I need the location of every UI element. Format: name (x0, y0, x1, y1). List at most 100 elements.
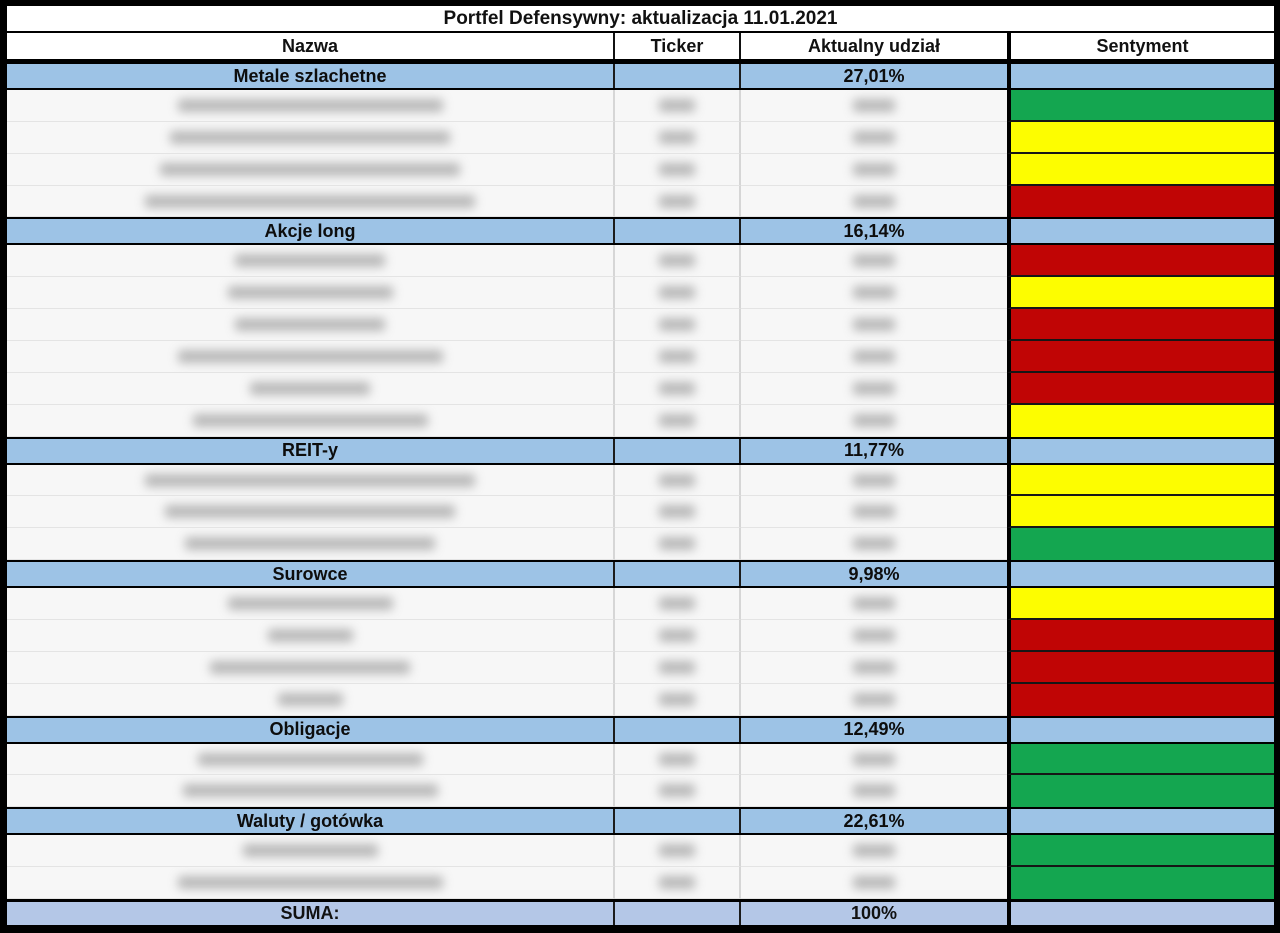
holding-share-cell[interactable] (741, 122, 1007, 154)
holding-ticker-cell[interactable] (615, 775, 741, 808)
section-ticker-cell[interactable] (615, 562, 741, 587)
sentiment-cell-yellow[interactable] (1007, 404, 1274, 437)
section-sentiment-cell[interactable] (1007, 438, 1274, 463)
holding-share-cell[interactable] (741, 186, 1007, 218)
holding-share-cell[interactable] (741, 684, 1007, 716)
sentiment-cell-green[interactable] (1007, 528, 1274, 561)
holding-name-cell[interactable] (7, 372, 615, 405)
section-share-cell[interactable]: 12,49% (843, 719, 905, 740)
holding-name-cell[interactable] (7, 341, 615, 373)
holding-ticker-cell[interactable] (615, 867, 741, 900)
holding-share-cell[interactable] (741, 528, 1007, 561)
holding-share-cell[interactable] (741, 867, 1007, 900)
column-header-nazwa[interactable]: Nazwa (7, 33, 615, 59)
section-ticker-cell[interactable] (615, 717, 741, 742)
holding-ticker-cell[interactable] (615, 153, 741, 186)
sentiment-cell-green[interactable] (1007, 867, 1274, 900)
section-share-cell[interactable]: 16,14% (843, 220, 905, 241)
sentiment-cell-green[interactable] (1007, 90, 1274, 122)
holding-name-cell[interactable] (7, 277, 615, 310)
holding-share-cell[interactable] (741, 309, 1007, 342)
section-sentiment-cell[interactable] (1007, 219, 1274, 244)
column-header-ticker[interactable]: Ticker (615, 33, 741, 59)
holding-share-cell[interactable] (741, 620, 1007, 652)
holding-share-cell[interactable] (741, 652, 1007, 684)
section-sentiment-cell[interactable] (1007, 562, 1274, 587)
section-share-cell[interactable]: 27,01% (843, 65, 905, 86)
sentiment-cell-yellow[interactable] (1007, 277, 1274, 310)
holding-name-cell[interactable] (7, 309, 615, 342)
section-name-cell[interactable]: Obligacje (7, 717, 615, 742)
section-ticker-cell[interactable] (615, 64, 741, 88)
sentiment-cell-green[interactable] (1007, 743, 1274, 776)
holding-name-cell[interactable] (7, 121, 615, 154)
sentiment-cell-yellow[interactable] (1007, 588, 1274, 621)
holding-share-cell[interactable] (741, 341, 1007, 373)
sentiment-cell-yellow[interactable] (1007, 121, 1274, 154)
sentiment-cell-green[interactable] (1007, 835, 1274, 868)
holding-share-cell[interactable] (741, 405, 1007, 437)
holding-name-cell[interactable] (7, 185, 615, 218)
section-sentiment-cell[interactable] (1007, 64, 1274, 88)
holding-ticker-cell[interactable] (615, 496, 741, 529)
holding-name-cell[interactable] (7, 528, 615, 561)
section-share-cell[interactable]: 22,61% (843, 810, 905, 831)
sentiment-cell-red[interactable] (1007, 245, 1274, 278)
section-name-cell[interactable]: REIT-y (7, 438, 615, 463)
suma-label-cell[interactable]: SUMA: (7, 902, 615, 926)
section-name-cell[interactable]: Metale szlachetne (7, 64, 615, 88)
holding-share-cell[interactable] (741, 154, 1007, 186)
holding-share-cell[interactable] (741, 373, 1007, 405)
holding-ticker-cell[interactable] (615, 528, 741, 561)
sentiment-cell-red[interactable] (1007, 372, 1274, 405)
sentiment-cell-green[interactable] (1007, 775, 1274, 808)
holding-ticker-cell[interactable] (615, 404, 741, 437)
column-header-sentyment[interactable]: Sentyment (1007, 33, 1274, 59)
holding-name-cell[interactable] (7, 620, 615, 652)
sentiment-cell-yellow[interactable] (1007, 496, 1274, 529)
holding-name-cell[interactable] (7, 775, 615, 808)
section-name-cell[interactable]: Akcje long (7, 219, 615, 244)
holding-share-cell[interactable] (741, 744, 1007, 776)
holding-share-cell[interactable] (741, 245, 1007, 278)
sentiment-cell-red[interactable] (1007, 341, 1274, 373)
sentiment-cell-red[interactable] (1007, 651, 1274, 684)
holding-share-cell[interactable] (741, 835, 1007, 868)
holding-ticker-cell[interactable] (615, 185, 741, 218)
sentiment-cell-red[interactable] (1007, 620, 1274, 652)
sentiment-cell-red[interactable] (1007, 185, 1274, 218)
holding-ticker-cell[interactable] (615, 620, 741, 652)
holding-share-cell[interactable] (741, 588, 1007, 621)
suma-value-cell[interactable]: 100% (741, 902, 1007, 926)
holding-share-cell[interactable] (741, 496, 1007, 529)
holding-name-cell[interactable] (7, 588, 615, 621)
holding-name-cell[interactable] (7, 464, 615, 497)
holding-ticker-cell[interactable] (615, 341, 741, 373)
sentiment-cell-yellow[interactable] (1007, 464, 1274, 497)
section-ticker-cell[interactable] (615, 809, 741, 834)
section-name-cell[interactable]: Waluty / gotówka (7, 809, 615, 834)
sentiment-cell-red[interactable] (1007, 309, 1274, 342)
column-header-udzial[interactable]: Aktualny udział (807, 35, 941, 56)
holding-ticker-cell[interactable] (615, 743, 741, 776)
holding-ticker-cell[interactable] (615, 588, 741, 621)
holding-ticker-cell[interactable] (615, 277, 741, 310)
holding-name-cell[interactable] (7, 153, 615, 186)
holding-ticker-cell[interactable] (615, 245, 741, 278)
holding-name-cell[interactable] (7, 743, 615, 776)
holding-name-cell[interactable] (7, 867, 615, 900)
holding-name-cell[interactable] (7, 835, 615, 868)
holding-share-cell[interactable] (741, 775, 1007, 808)
holding-ticker-cell[interactable] (615, 90, 741, 122)
holding-name-cell[interactable] (7, 651, 615, 684)
holding-ticker-cell[interactable] (615, 309, 741, 342)
holding-ticker-cell[interactable] (615, 651, 741, 684)
holding-share-cell[interactable] (741, 465, 1007, 497)
section-sentiment-cell[interactable] (1007, 809, 1274, 834)
section-ticker-cell[interactable] (615, 438, 741, 463)
holding-name-cell[interactable] (7, 683, 615, 716)
section-share-cell[interactable]: 11,77% (843, 440, 905, 461)
suma-ticker-cell[interactable] (615, 902, 741, 926)
holding-share-cell[interactable] (741, 277, 1007, 310)
holding-name-cell[interactable] (7, 404, 615, 437)
